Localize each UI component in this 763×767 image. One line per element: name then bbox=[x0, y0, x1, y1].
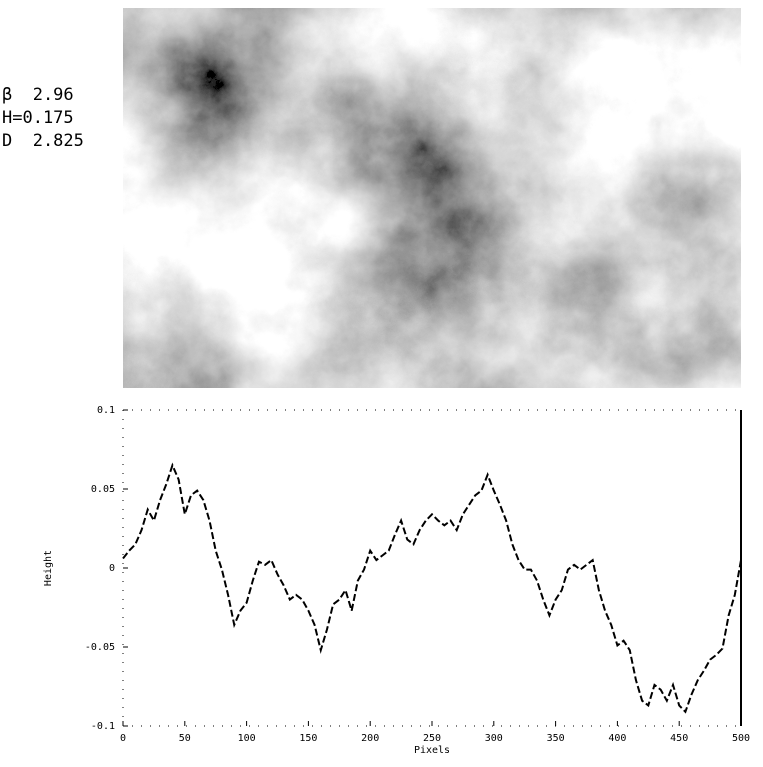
x-tick-label: 350 bbox=[547, 733, 565, 744]
data-line bbox=[122, 462, 742, 714]
x-tick-label: 450 bbox=[670, 733, 688, 744]
y-tick-label: -0.1 bbox=[91, 721, 115, 732]
x-tick-label: 200 bbox=[361, 733, 379, 744]
y-tick-label: 0 bbox=[109, 563, 115, 574]
x-axis-label: Pixels bbox=[414, 745, 450, 756]
x-tick-label: 250 bbox=[423, 733, 441, 744]
parameter: β 2.96 bbox=[2, 85, 74, 105]
fractal-image bbox=[123, 8, 741, 388]
x-tick-label: 500 bbox=[732, 733, 750, 744]
parameter: D 2.825 bbox=[2, 131, 84, 151]
y-tick-label: -0.05 bbox=[85, 642, 115, 653]
y-tick-label: 0.05 bbox=[91, 484, 115, 495]
parameter: H=0.175 bbox=[2, 108, 74, 128]
x-tick-label: 50 bbox=[179, 733, 191, 744]
x-tick-label: 0 bbox=[120, 733, 126, 744]
x-tick-label: 300 bbox=[485, 733, 503, 744]
parameter-labels: β 2.96 H=0.175 D 2.825 bbox=[2, 85, 84, 151]
y-tick-label: 0.1 bbox=[97, 405, 115, 416]
y-axis-label: Height bbox=[43, 550, 54, 586]
x-tick-label: 400 bbox=[608, 733, 626, 744]
x-tick-label: 100 bbox=[238, 733, 256, 744]
x-tick-label: 150 bbox=[299, 733, 317, 744]
